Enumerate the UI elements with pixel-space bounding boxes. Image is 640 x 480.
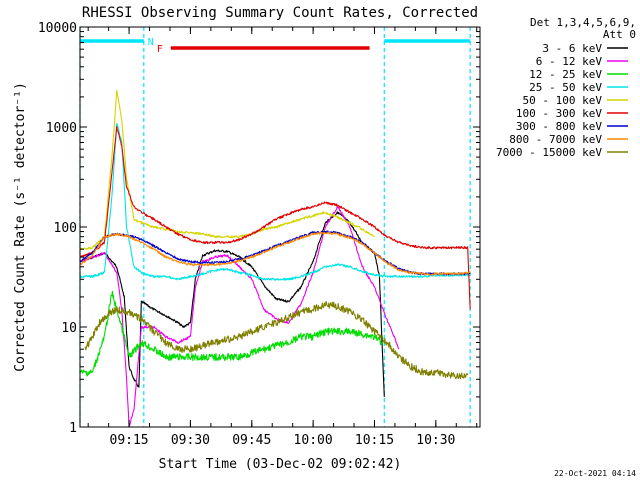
flare-label: F	[157, 44, 163, 55]
night-label: N	[148, 37, 154, 48]
y-tick-label: 10000	[38, 21, 77, 36]
x-tick-label: 10:15	[355, 433, 394, 448]
y-tick-label: 1000	[46, 121, 77, 136]
series-group	[80, 89, 471, 427]
plot-area: NF	[79, 27, 471, 427]
x-axis-label: Start Time (03-Dec-02 09:02:42)	[159, 457, 402, 472]
y-axis-label: Corrected Count Rate (s⁻¹ detector⁻¹)	[13, 82, 28, 372]
x-tick-label: 09:45	[232, 433, 271, 448]
footer-date: 22-Oct-2021 04:14	[554, 469, 636, 478]
y-tick-label: 1	[69, 421, 77, 436]
y-tick-label: 10	[61, 321, 77, 336]
axes: 1 10 100 1000 10000 09:15 09:30 09:45 10:00 10:15…	[38, 21, 481, 448]
legend-entry-label: 100 - 300 keV	[516, 107, 602, 120]
legend-entry-label: 800 - 7000 keV	[509, 133, 602, 146]
chart-title: RHESSI Observing Summary Count Rates, Co…	[82, 5, 478, 21]
legend-entry-label: 7000 - 15000 keV	[496, 146, 602, 159]
x-tick-label: 09:30	[171, 433, 210, 448]
series-line	[80, 231, 471, 276]
series-line	[80, 122, 471, 281]
legend-header-line: Att 0	[603, 28, 636, 41]
legend-header-line: Det 1,3,4,5,6,9,	[530, 16, 636, 29]
legend-entry-label: 12 - 25 keV	[529, 68, 602, 81]
series-line	[80, 125, 471, 310]
x-tick-label: 10:00	[294, 433, 333, 448]
legend-entry-label: 3 - 6 keV	[542, 42, 602, 55]
y-tick-label: 100	[54, 221, 77, 236]
legend-entry-label: 25 - 50 keV	[529, 81, 602, 94]
legend-entry-label: 300 - 800 keV	[516, 120, 602, 133]
x-tick-label: 10:30	[416, 433, 455, 448]
x-tick-label: 09:15	[110, 433, 149, 448]
series-line	[80, 290, 383, 377]
legend-entry-label: 6 - 12 keV	[536, 55, 603, 68]
legend-entry-label: 50 - 100 keV	[523, 94, 603, 107]
series-line	[84, 301, 469, 380]
